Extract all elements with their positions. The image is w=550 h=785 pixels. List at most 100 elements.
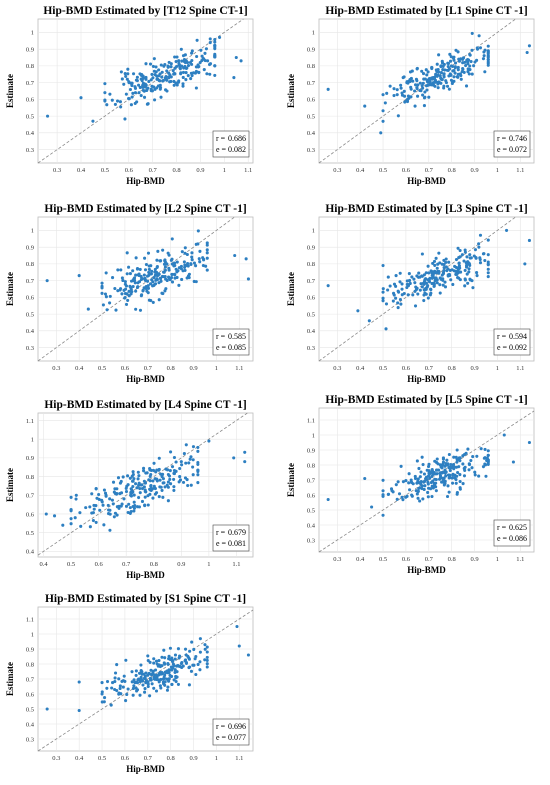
e-label: e =	[497, 534, 508, 543]
data-point	[69, 507, 73, 512]
data-point	[399, 83, 403, 87]
data-point	[441, 460, 445, 464]
data-point	[172, 485, 176, 489]
data-point	[483, 258, 487, 263]
y-axis-label: Estimate	[286, 74, 296, 108]
data-point	[143, 256, 147, 260]
data-point	[444, 463, 448, 467]
data-point	[181, 480, 186, 484]
data-point	[94, 487, 98, 491]
data-point	[388, 84, 392, 88]
data-point	[467, 463, 472, 467]
data-point	[192, 647, 196, 651]
x-tick-label: 0.8	[172, 167, 180, 174]
data-point	[451, 282, 455, 287]
data-point	[213, 40, 217, 44]
e-label: e =	[216, 539, 227, 548]
data-point	[142, 469, 146, 473]
data-point	[197, 257, 201, 261]
data-point	[423, 77, 427, 81]
data-point	[121, 475, 125, 479]
data-point	[79, 96, 83, 100]
data-point	[326, 284, 330, 288]
data-point	[186, 64, 191, 68]
data-point	[461, 454, 465, 458]
data-point	[445, 84, 450, 88]
data-point	[381, 493, 385, 497]
data-point	[186, 262, 190, 266]
data-point	[437, 251, 441, 255]
data-point	[398, 298, 402, 302]
data-point	[437, 468, 441, 472]
y-tick-label: 0.4	[307, 130, 316, 137]
scatter-panel-l2: Hip-BMD Estimated by [L2 Spine CT -1] 0.3…	[2, 200, 267, 390]
data-point	[122, 674, 126, 678]
y-tick-label: 0.7	[307, 278, 316, 285]
data-point	[131, 693, 135, 697]
data-point	[194, 264, 198, 268]
data-point	[165, 262, 169, 266]
data-point	[123, 117, 127, 121]
data-point	[185, 252, 189, 257]
data-point	[133, 85, 137, 89]
y-tick-label: 0.3	[26, 147, 34, 154]
data-point	[184, 59, 188, 63]
data-point	[461, 67, 465, 71]
y-axis-label: Estimate	[5, 662, 15, 696]
data-point	[525, 50, 529, 55]
data-point	[153, 98, 157, 102]
data-point	[124, 92, 128, 96]
data-point	[126, 67, 130, 71]
data-point	[175, 270, 179, 274]
data-point	[421, 93, 425, 97]
data-point	[420, 285, 424, 289]
data-point	[118, 100, 122, 104]
data-point	[100, 281, 104, 285]
data-point	[139, 677, 143, 681]
data-point	[149, 264, 153, 268]
data-point	[413, 476, 418, 481]
data-point	[467, 468, 471, 472]
data-point	[424, 286, 428, 290]
data-point	[69, 495, 73, 499]
data-point	[395, 93, 399, 97]
data-point	[152, 57, 156, 61]
data-point	[411, 79, 415, 83]
data-point	[182, 452, 186, 456]
data-point	[475, 271, 479, 275]
r-value: 0.625	[509, 523, 527, 532]
data-point	[391, 490, 395, 494]
data-point	[146, 682, 150, 686]
e-value: 0.082	[228, 145, 246, 154]
data-point	[124, 486, 128, 490]
data-point	[173, 670, 177, 674]
data-point	[438, 276, 442, 280]
data-point	[418, 499, 422, 503]
data-point	[187, 276, 191, 280]
data-point	[198, 249, 202, 253]
data-point	[100, 700, 104, 704]
data-point	[103, 696, 107, 700]
data-point	[69, 517, 73, 521]
data-point	[187, 683, 191, 687]
data-point	[180, 59, 184, 63]
e-label: e =	[497, 343, 508, 352]
data-point	[208, 72, 212, 76]
data-point	[152, 461, 156, 465]
data-point	[151, 76, 155, 80]
data-point	[170, 668, 174, 672]
data-point	[118, 686, 122, 690]
data-point	[445, 269, 449, 273]
data-point	[453, 264, 457, 268]
data-point	[172, 455, 176, 460]
data-point	[527, 238, 531, 242]
data-point	[470, 48, 474, 52]
data-point	[180, 463, 184, 467]
data-point	[126, 298, 130, 302]
data-point	[213, 64, 217, 68]
data-point	[400, 282, 404, 286]
y-tick-label: 0.5	[26, 530, 34, 537]
data-point	[450, 268, 454, 272]
data-point	[406, 284, 410, 288]
data-point	[155, 468, 159, 472]
